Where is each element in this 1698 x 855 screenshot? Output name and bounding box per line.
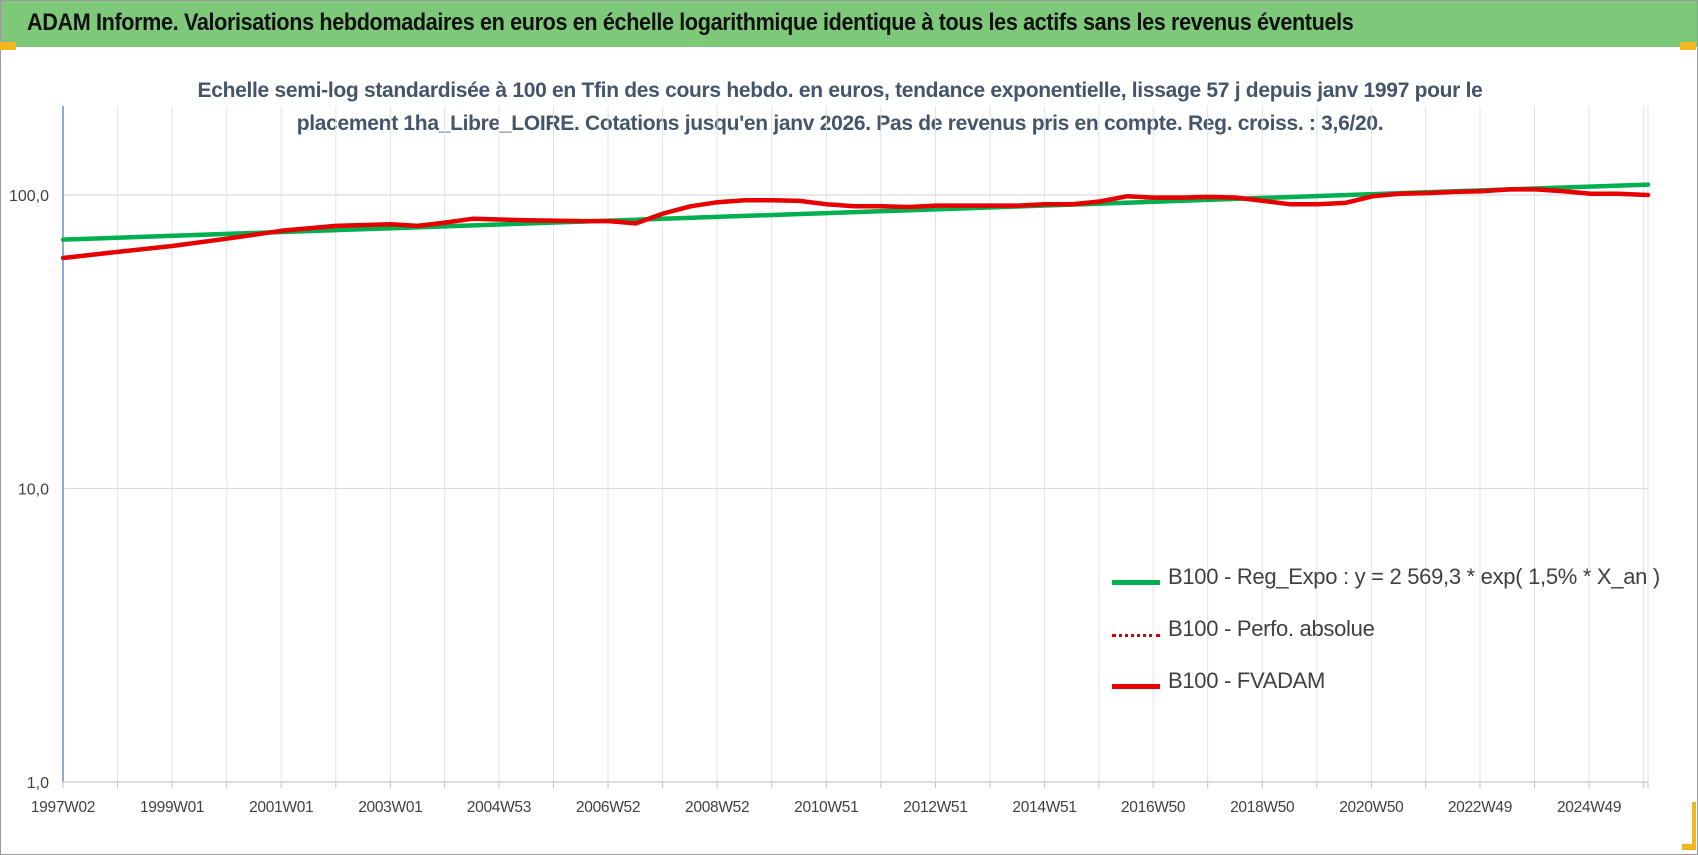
legend-label-fvadam: B100 - FVADAM [1168, 668, 1326, 693]
corner-marker-top-left [0, 42, 16, 50]
x-tick-label: 1997W02 [31, 799, 95, 816]
x-tick-label: 2022W49 [1448, 799, 1512, 816]
x-tick-label: 2006W52 [576, 799, 640, 816]
x-tick-label: 2012W51 [903, 799, 967, 816]
legend-swatch-green [1112, 580, 1160, 585]
x-tick-label: 2001W01 [249, 799, 313, 816]
x-tick-label: 2016W50 [1121, 799, 1186, 816]
x-tick-label: 2003W01 [358, 799, 422, 816]
x-tick-label: 2004W53 [467, 799, 531, 816]
legend-swatch-dotted [1112, 634, 1160, 637]
x-tick-label: 2008W52 [685, 799, 749, 816]
legend-label-reg-expo: B100 - Reg_Expo : y = 2 569,3 * exp( 1,5… [1168, 564, 1660, 589]
corner-marker-bottom-right [1682, 844, 1696, 850]
x-tick-label: 2024W49 [1557, 799, 1621, 816]
page-title: ADAM Informe. Valorisations hebdomadaire… [27, 9, 1354, 36]
corner-marker-top-right [1680, 42, 1696, 50]
y-tick-label: 1,0 [27, 775, 49, 792]
x-tick-label: 1999W01 [140, 799, 204, 816]
legend-swatch-red [1112, 684, 1160, 689]
x-tick-label: 2010W51 [794, 799, 858, 816]
legend-label-perfo-absolue: B100 - Perfo. absolue [1168, 616, 1375, 641]
chart-subtitle: Echelle semi-log standardisée à 100 en T… [197, 79, 1483, 135]
x-tick-label: 2014W51 [1012, 799, 1076, 816]
corner-marker-right-edge [1692, 802, 1696, 850]
y-tick-label: 10,0 [18, 482, 49, 499]
y-tick-label: 100,0 [9, 188, 49, 205]
title-bar: ADAM Informe. Valorisations hebdomadaire… [1, 1, 1697, 47]
x-tick-label: 2018W50 [1230, 799, 1295, 816]
x-tick-label: 2020W50 [1339, 799, 1404, 816]
series-line-fvadam [60, 187, 1651, 261]
